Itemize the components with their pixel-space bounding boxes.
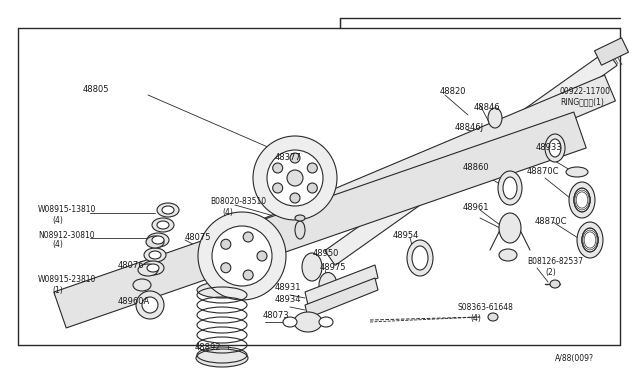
Text: W08915-23810: W08915-23810	[38, 276, 97, 285]
Circle shape	[243, 232, 253, 242]
Text: 48954: 48954	[393, 231, 419, 240]
Ellipse shape	[196, 349, 248, 367]
Ellipse shape	[499, 249, 517, 261]
Ellipse shape	[566, 167, 588, 177]
Ellipse shape	[412, 246, 428, 270]
Text: 48870C: 48870C	[527, 167, 559, 176]
Text: 48892: 48892	[195, 343, 221, 352]
Ellipse shape	[157, 203, 179, 217]
Text: 48931: 48931	[275, 283, 301, 292]
Text: (4): (4)	[52, 215, 63, 224]
Circle shape	[253, 136, 337, 220]
Circle shape	[142, 297, 158, 313]
Ellipse shape	[577, 222, 603, 258]
Text: (1): (1)	[52, 285, 63, 295]
Circle shape	[307, 163, 317, 173]
Text: 48846: 48846	[474, 103, 500, 112]
Ellipse shape	[157, 221, 169, 229]
Text: 48960A: 48960A	[118, 298, 150, 307]
Ellipse shape	[574, 188, 590, 212]
Circle shape	[273, 183, 283, 193]
Ellipse shape	[302, 253, 322, 281]
Text: 48934: 48934	[275, 295, 301, 305]
Text: 48961: 48961	[463, 203, 490, 212]
Text: RINGリング(1): RINGリング(1)	[560, 97, 604, 106]
Polygon shape	[305, 278, 378, 318]
Text: B08020-83510: B08020-83510	[210, 198, 266, 206]
Ellipse shape	[144, 248, 166, 262]
Ellipse shape	[149, 251, 161, 259]
Text: 48950: 48950	[313, 248, 339, 257]
Circle shape	[307, 183, 317, 193]
Polygon shape	[595, 38, 628, 65]
Text: 48075: 48075	[185, 232, 211, 241]
Text: (4): (4)	[222, 208, 233, 217]
Text: 48860: 48860	[463, 164, 490, 173]
Ellipse shape	[550, 280, 560, 288]
Text: S08363-61648: S08363-61648	[457, 304, 513, 312]
Ellipse shape	[152, 236, 164, 244]
Text: 48933: 48933	[536, 144, 563, 153]
Text: N08912-30810: N08912-30810	[38, 231, 95, 240]
Ellipse shape	[295, 221, 305, 239]
Text: 48377: 48377	[275, 154, 301, 163]
Ellipse shape	[138, 264, 158, 276]
Ellipse shape	[197, 282, 247, 298]
Ellipse shape	[283, 317, 297, 327]
Ellipse shape	[499, 213, 521, 243]
Ellipse shape	[142, 261, 164, 275]
Polygon shape	[125, 75, 616, 303]
Ellipse shape	[582, 228, 598, 252]
Text: B08126-82537: B08126-82537	[527, 257, 583, 266]
Circle shape	[287, 170, 303, 186]
Polygon shape	[305, 265, 378, 305]
Ellipse shape	[162, 206, 174, 214]
Text: 48975: 48975	[320, 263, 346, 273]
Circle shape	[257, 251, 267, 261]
Text: (4): (4)	[470, 314, 481, 323]
Ellipse shape	[147, 264, 159, 272]
Circle shape	[290, 153, 300, 163]
Ellipse shape	[549, 139, 561, 157]
Polygon shape	[324, 51, 617, 265]
Ellipse shape	[294, 312, 322, 332]
Ellipse shape	[152, 218, 174, 232]
Text: 48820: 48820	[440, 87, 467, 96]
Circle shape	[198, 212, 286, 300]
Ellipse shape	[319, 273, 337, 298]
Circle shape	[221, 263, 231, 273]
Circle shape	[136, 291, 164, 319]
Text: 00922-11700: 00922-11700	[560, 87, 611, 96]
Text: 48870C: 48870C	[535, 218, 568, 227]
Polygon shape	[54, 112, 586, 328]
Text: 48805: 48805	[83, 86, 109, 94]
Text: A/88(009?: A/88(009?	[555, 353, 594, 362]
Ellipse shape	[133, 279, 151, 291]
Ellipse shape	[147, 233, 169, 247]
Circle shape	[290, 193, 300, 203]
Text: 48073: 48073	[263, 311, 290, 320]
Ellipse shape	[488, 313, 498, 321]
Ellipse shape	[319, 317, 333, 327]
Text: (4): (4)	[52, 241, 63, 250]
Ellipse shape	[503, 177, 517, 199]
Text: (2): (2)	[545, 267, 556, 276]
Ellipse shape	[407, 240, 433, 276]
Text: 48846J: 48846J	[455, 122, 484, 131]
Text: W08915-13810: W08915-13810	[38, 205, 97, 215]
Ellipse shape	[498, 171, 522, 205]
Circle shape	[212, 226, 272, 286]
Ellipse shape	[569, 182, 595, 218]
Circle shape	[243, 270, 253, 280]
Circle shape	[267, 150, 323, 206]
Circle shape	[221, 239, 231, 249]
Ellipse shape	[545, 134, 565, 162]
Ellipse shape	[146, 236, 164, 248]
Ellipse shape	[488, 108, 502, 128]
Circle shape	[273, 163, 283, 173]
Text: 48076: 48076	[118, 260, 145, 269]
Ellipse shape	[295, 215, 305, 221]
